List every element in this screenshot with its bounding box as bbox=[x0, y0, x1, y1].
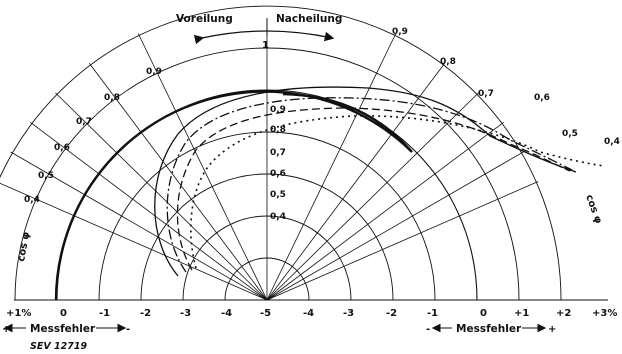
error-tick-right-plus1: +1 bbox=[514, 308, 529, 319]
inner-scale-04: 0,4 bbox=[270, 212, 286, 222]
cos-phi-ray bbox=[266, 151, 524, 301]
rim-label-right-04: 0,4 bbox=[604, 137, 620, 147]
error-tick-left-m2: -2 bbox=[140, 308, 151, 319]
error-tick-right-plus2: +2 bbox=[556, 308, 571, 319]
curve-dotted bbox=[190, 115, 605, 269]
left-caption-minus: - bbox=[126, 324, 130, 335]
cos-phi-left-title: cos φ bbox=[16, 231, 32, 263]
figure-id: SEV 12719 bbox=[30, 341, 87, 352]
inner-scale-05: 0,5 bbox=[270, 190, 286, 200]
cos-phi-ray bbox=[30, 121, 268, 301]
curve-dash-dot bbox=[166, 97, 573, 273]
cos-phi-ray bbox=[266, 92, 479, 301]
error-tick-left-m3: -3 bbox=[180, 308, 191, 319]
inner-scale-07: 0,7 bbox=[270, 148, 286, 158]
right-caption-text: Messfehler bbox=[456, 323, 522, 335]
right-caption-plus: + bbox=[548, 324, 556, 335]
error-tick-right-m2: -2 bbox=[386, 308, 397, 319]
cos-phi-ray bbox=[266, 33, 397, 301]
cos-phi-right-title: cos φ bbox=[583, 193, 604, 225]
inner-scale-09: 0,9 bbox=[270, 105, 286, 115]
error-tick-left-m4: -4 bbox=[221, 308, 232, 319]
cos-phi-ray bbox=[88, 63, 268, 301]
nacheilung-label: Nacheilung bbox=[276, 13, 342, 25]
left-caption-text: Messfehler bbox=[30, 323, 96, 335]
measurement-curves bbox=[54, 86, 605, 301]
curve-dashed bbox=[176, 107, 571, 271]
left-caption-plus: + bbox=[2, 324, 10, 335]
error-tick-right-m3: -3 bbox=[343, 308, 354, 319]
error-tick-right-m4: -4 bbox=[303, 308, 314, 319]
cos-phi-ray bbox=[266, 121, 504, 301]
voreilung-label: Voreilung bbox=[176, 13, 233, 25]
rim-label-right-08: 0,8 bbox=[440, 57, 456, 67]
radial-cos-phi-lines bbox=[0, 22, 539, 301]
cos-phi-one-label: 1 bbox=[262, 40, 269, 51]
cos-phi-ray bbox=[137, 33, 268, 301]
curve-heavy-solid bbox=[54, 90, 413, 301]
rim-label-left-06: 0,6 bbox=[54, 143, 70, 153]
error-tick-right-m1: -1 bbox=[427, 308, 438, 319]
curve-solid bbox=[154, 86, 577, 277]
inner-scale-06: 0,6 bbox=[270, 169, 286, 179]
cos-phi-ray bbox=[266, 63, 446, 301]
error-tick-left-plus1: +1% bbox=[6, 308, 31, 319]
rim-label-left-08: 0,8 bbox=[104, 93, 120, 103]
cos-phi-ray bbox=[266, 181, 539, 301]
rim-label-right-06: 0,6 bbox=[534, 93, 550, 103]
right-caption-minus: - bbox=[426, 324, 430, 335]
rim-label-right-09: 0,9 bbox=[392, 27, 408, 37]
inner-scale-08: 0,8 bbox=[270, 125, 286, 135]
cos-phi-ray bbox=[55, 92, 268, 301]
rim-label-left-04: 0,4 bbox=[24, 195, 40, 205]
rim-label-left-05: 0,5 bbox=[38, 171, 54, 181]
rim-label-right-07: 0,7 bbox=[478, 89, 494, 99]
grid-arc bbox=[0, 5, 562, 301]
error-tick-right-0: 0 bbox=[480, 308, 487, 319]
rim-label-right-05: 0,5 bbox=[562, 129, 578, 139]
error-tick-left-m1: -1 bbox=[99, 308, 110, 319]
cos-phi-ray bbox=[10, 151, 268, 301]
rim-label-left-09: 0,9 bbox=[146, 67, 162, 77]
error-tick-right-plus3: +3% bbox=[592, 308, 617, 319]
cos-phi-ray bbox=[0, 182, 268, 301]
error-tick-left-0: 0 bbox=[60, 308, 67, 319]
rim-label-left-07: 0,7 bbox=[76, 117, 92, 127]
error-tick-center-m5: -5 bbox=[260, 308, 271, 319]
